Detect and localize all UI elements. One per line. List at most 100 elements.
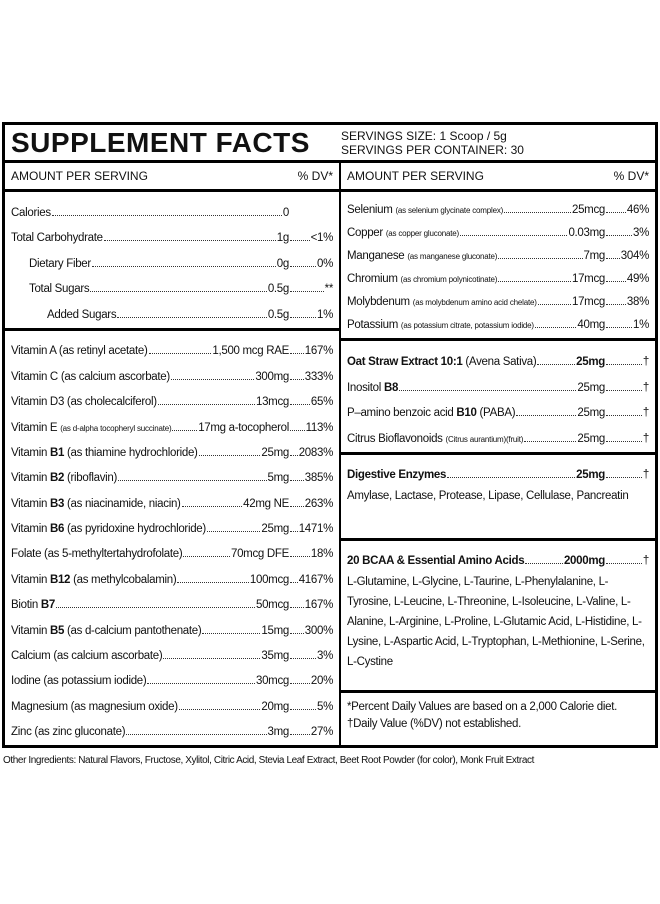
footnote: *Percent Daily Values are based on a 2,0… [347, 701, 618, 713]
nutrient-name: Vitamin B6 (as pyridoxine hydrochloride) [11, 523, 206, 535]
row: Citrus Bioflavonoids (Citrus aurantium)(… [347, 422, 649, 448]
amount: 17mcg [571, 296, 605, 308]
daily-value: 20% [310, 675, 333, 688]
amount: 25mcg [571, 204, 605, 216]
row: Biotin B7 50mcg 167% [11, 589, 333, 614]
row: Inositol B8 25mg † [347, 371, 649, 397]
dv-cell: 3% [289, 650, 333, 662]
name-part: Citrus Bioflavonoids [347, 433, 443, 445]
daily-value: 1% [316, 308, 333, 321]
name-part: B5 [49, 624, 65, 637]
nutrient-name: Copper (as copper gluconate) [347, 227, 459, 239]
name-part: Vitamin [11, 624, 48, 637]
name-part: B8 [383, 381, 399, 394]
name-part: B7 [40, 599, 55, 612]
nutrient-name: Vitamin A (as retinyl acetate) [11, 345, 148, 358]
row: Vitamin E (as d-alpha tocopheryl succina… [11, 411, 333, 436]
leader [290, 429, 305, 431]
daily-value: † [642, 407, 649, 420]
daily-value: 333% [304, 370, 334, 383]
leader [290, 240, 310, 242]
name-part: (as d-alpha tocopheryl succinate) [60, 423, 172, 433]
servings-per-container: SERVINGS PER CONTAINER: 30 [341, 143, 524, 157]
leader [103, 240, 276, 242]
dv-cell: 46% [605, 204, 649, 216]
dv-cell: † [605, 356, 649, 368]
daily-value: 65% [310, 396, 333, 409]
name-part: Biotin [11, 599, 38, 612]
row: Dietary Fiber 0g 0% [11, 247, 333, 273]
row: Potassium (as potassium citrate, potassi… [347, 311, 649, 334]
name-part: (Avena Sativa) [465, 355, 537, 368]
other-ingredients: Other Ingredients: Natural Flavors, Fruc… [3, 755, 534, 766]
nutrient-name: Magnesium (as magnesium oxide) [11, 700, 178, 713]
leader [606, 477, 642, 478]
amount: 7mg [583, 250, 606, 262]
nutrient-name: Iodine (as potassium iodide) [11, 675, 147, 688]
amount: 5mg [267, 472, 290, 485]
name-part: Digestive Enzymes [347, 469, 447, 481]
daily-value: 5% [316, 700, 333, 713]
daily-value: ** [324, 283, 334, 296]
daily-value: 46% [626, 204, 649, 216]
serving-size: SERVINGS SIZE: 1 Scoop / 5g [341, 129, 507, 143]
nutrient-name: Oat Straw Extract 10:1 (Avena Sativa) [347, 355, 537, 368]
name-part: Oat Straw Extract 10:1 [347, 355, 463, 368]
amount: 15mg [261, 624, 289, 637]
leader [606, 563, 642, 564]
daily-value: 3% [316, 649, 333, 662]
amount: 20mg [261, 700, 289, 713]
dv-cell: 1% [605, 319, 649, 331]
right-column: AMOUNT PER SERVING % DV* Selenium (as sele… [341, 163, 655, 745]
leader [177, 581, 249, 583]
name-part: (as thiamine hydrochloride) [66, 446, 198, 459]
daily-value: † [642, 355, 649, 368]
amount: 25mg [261, 523, 289, 535]
nutrient-name: Total Carbohydrate [11, 232, 103, 245]
amount: 42mg NE [243, 497, 289, 510]
row: Digestive Enzymes 25mg † [347, 459, 649, 484]
row: Vitamin C (as calcium ascorbate) 300mg 333… [11, 360, 333, 385]
nutrient-name: Manganese (as manganese gluconate) [347, 250, 497, 262]
leader [290, 353, 304, 355]
daily-value: 0% [316, 257, 333, 270]
name-part: Vitamin [11, 472, 48, 485]
facts-panel: SUPPLEMENT FACTS SERVINGS SIZE: 1 Scoop … [2, 122, 658, 748]
amount: 35mg [261, 649, 289, 662]
amount: 2000mg [563, 555, 605, 567]
daily-value: 1471% [298, 523, 334, 535]
section: Oat Straw Extract 10:1 (Avena Sativa) 25m… [341, 338, 655, 452]
amount: 25mg [577, 407, 605, 420]
leader [290, 632, 304, 634]
amount: 50mcg [255, 599, 289, 612]
name-part: B1 [49, 446, 65, 459]
dv-cell: 385% [289, 472, 333, 484]
nutrient-name: Chromium (as chromium polynicotinate) [347, 273, 497, 285]
nutrient-name: Zinc (as zinc gluconate) [11, 726, 126, 738]
leader [290, 657, 316, 659]
leader [170, 378, 255, 380]
leader [90, 291, 267, 293]
daily-value: 263% [304, 497, 334, 510]
leader [290, 454, 298, 456]
nutrient-name: Molybdenum (as molybdenum amino acid che… [347, 296, 537, 308]
nutrient-name: Calcium (as calcium ascorbate) [11, 649, 163, 662]
leader [606, 258, 620, 259]
name-part: Inositol [347, 381, 382, 394]
nutrient-name: Dietary Fiber [29, 257, 91, 270]
amount: 13mcg [255, 396, 289, 409]
nutrient-name: Vitamin B2 (riboflavin) [11, 472, 117, 484]
leader [55, 607, 255, 609]
section: Vitamin A (as retinyl acetate) 1,500 mcg … [5, 328, 339, 745]
daily-value: 38% [626, 296, 649, 308]
leader [290, 378, 304, 380]
dv-header: % DV* [613, 169, 649, 183]
dv-cell: 333% [289, 371, 333, 383]
nutrient-name: P–amino benzoic acid B10 (PABA) [347, 407, 516, 419]
daily-value: † [642, 381, 649, 394]
section: 20 BCAA & Essential Amino Acids 2000mg † L-… [341, 538, 655, 690]
leader [290, 265, 316, 267]
row: Iodine (as potassium iodide) 30mcg 20% [11, 665, 333, 690]
row: Total Carbohydrate 1g <1% [11, 222, 333, 248]
nutrient-name: Vitamin E (as d-alpha tocopheryl succina… [11, 422, 172, 434]
